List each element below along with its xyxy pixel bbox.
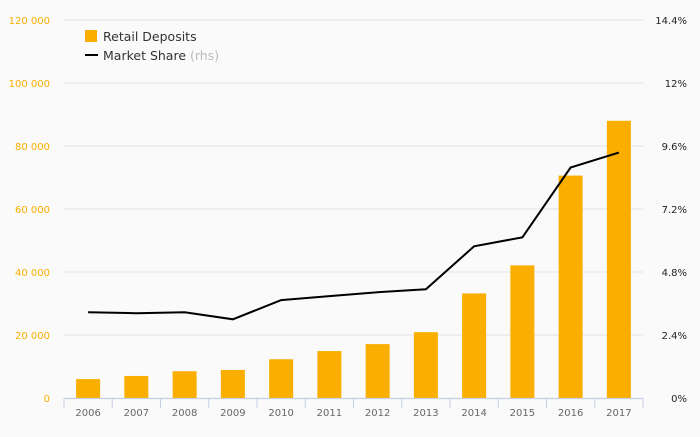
- right-tick-label: 7.2%: [662, 205, 687, 216]
- left-tick-label: 80 000: [15, 142, 50, 153]
- bar-2016: [559, 176, 583, 398]
- left-tick-label: 120 000: [9, 16, 50, 27]
- x-tick-label: 2006: [75, 408, 100, 419]
- right-tick-label: 14.4%: [655, 16, 687, 27]
- x-tick-label: 2017: [606, 408, 631, 419]
- x-tick-label: 2008: [172, 408, 197, 419]
- right-tick-label: 9.6%: [662, 142, 687, 153]
- right-axis: 0% 2.4% 4.8% 7.2% 9.6% 12% 14.4%: [655, 16, 687, 405]
- x-tick-label: 2007: [124, 408, 149, 419]
- bar-2017: [607, 121, 631, 398]
- left-tick-label: 20 000: [15, 331, 50, 342]
- left-tick-label: 100 000: [9, 79, 50, 90]
- right-tick-label: 2.4%: [662, 331, 687, 342]
- bar-2010: [269, 359, 293, 398]
- x-axis: 2006 2007 2008 2009 2010 2011 2012 2013 2014 2015…: [64, 398, 643, 419]
- right-tick-label: 12%: [665, 79, 687, 90]
- bar-2012: [366, 344, 390, 398]
- left-tick-label: 0: [44, 394, 50, 405]
- x-tick-label: 2010: [268, 408, 293, 419]
- legend-swatch-retail-deposits: [85, 30, 97, 42]
- legend-label-market-share: Market Share (rhs): [103, 48, 219, 63]
- x-tick-label: 2016: [558, 408, 583, 419]
- left-axis: 0 20 000 40 000 60 000 80 000 100 000 120 000: [9, 16, 50, 405]
- left-tick-label: 60 000: [15, 205, 50, 216]
- right-tick-label: 4.8%: [662, 268, 687, 279]
- legend-label-retail-deposits: Retail Deposits: [103, 29, 197, 44]
- bar-2013: [414, 332, 438, 398]
- legend: Retail Deposits Market Share (rhs): [85, 29, 219, 63]
- bar-2015: [510, 265, 534, 398]
- bar-2009: [221, 370, 245, 398]
- bar-2007: [124, 376, 148, 398]
- x-tick-label: 2009: [220, 408, 245, 419]
- bar-2011: [317, 351, 341, 398]
- bar-2008: [173, 371, 197, 398]
- x-tick-label: 2011: [317, 408, 342, 419]
- market-share-line: [88, 152, 619, 319]
- x-tick-label: 2014: [461, 408, 486, 419]
- x-tick-label: 2012: [365, 408, 390, 419]
- bar-2006: [76, 379, 100, 398]
- x-tick-label: 2013: [413, 408, 438, 419]
- left-tick-label: 40 000: [15, 268, 50, 279]
- bars: [76, 121, 631, 398]
- right-tick-label: 0%: [671, 394, 687, 405]
- x-tick-label: 2015: [510, 408, 535, 419]
- gridlines: [64, 20, 643, 335]
- bar-2014: [462, 293, 486, 398]
- market-share-polyline: [88, 153, 619, 320]
